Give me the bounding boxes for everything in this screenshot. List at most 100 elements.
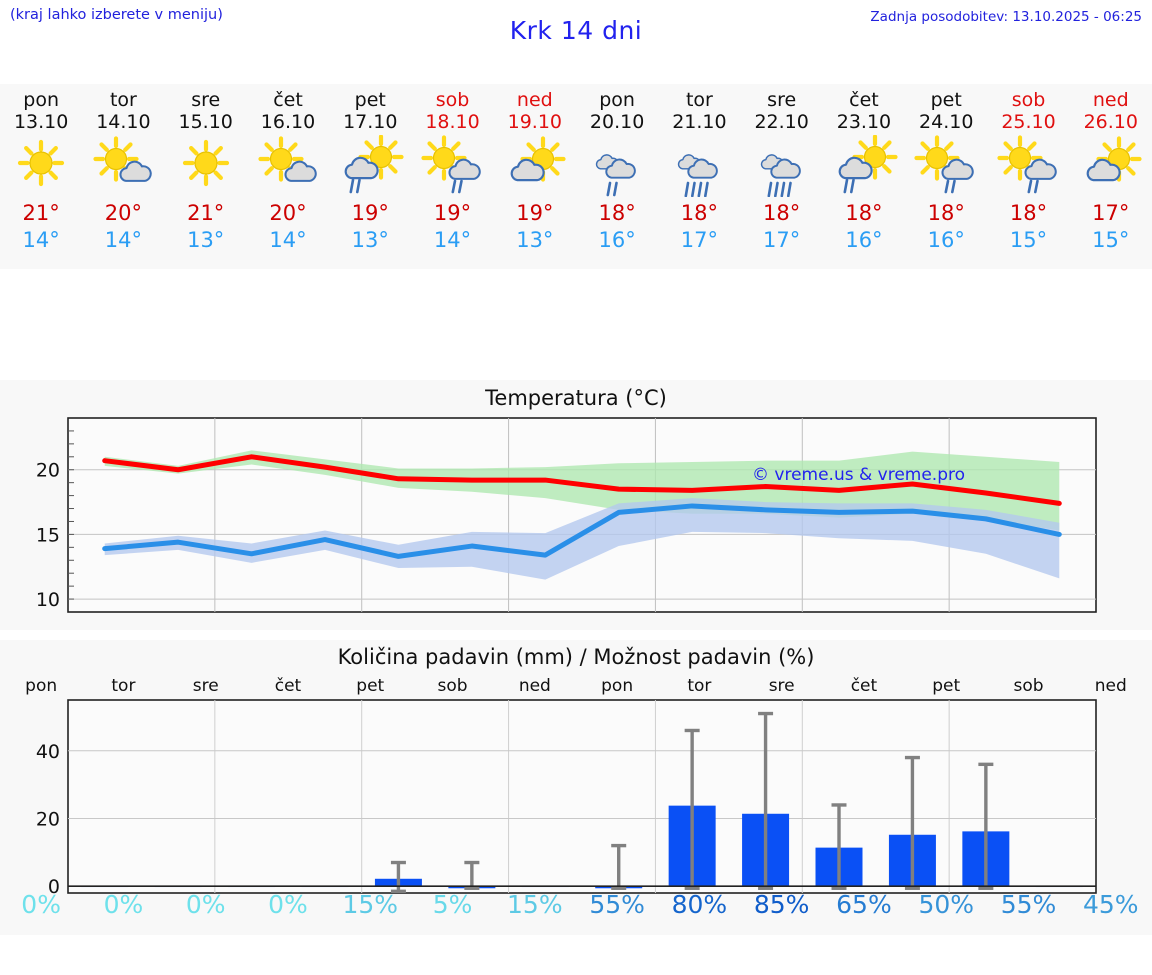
last-updated: Zadnja posodobitev: 13.10.2025 - 06:25 bbox=[870, 9, 1142, 25]
forecast-day-column: pet 24.10 18° 16° bbox=[905, 84, 987, 269]
temperature-min: 13° bbox=[187, 228, 225, 252]
precipitation-day-label: tor bbox=[111, 676, 136, 696]
svg-text:0: 0 bbox=[48, 876, 60, 898]
day-date: 22.10 bbox=[754, 111, 809, 133]
forecast-day-column: tor 14.10 20° 14° bbox=[82, 84, 164, 269]
precipitation-day-label: ned bbox=[518, 676, 551, 696]
day-date: 19.10 bbox=[507, 111, 563, 133]
forecast-day-column: ned 19.10 19° 13° bbox=[494, 84, 576, 269]
day-date: 20.10 bbox=[589, 111, 645, 133]
precipitation-day-label: pet bbox=[932, 676, 961, 696]
day-date: 26.10 bbox=[1083, 111, 1138, 133]
forecast-day-column: pet 17.10 19° 13° bbox=[329, 84, 411, 269]
temperature-max: 18° bbox=[927, 201, 965, 225]
day-name: sre bbox=[191, 89, 221, 111]
day-date: 15.10 bbox=[178, 111, 233, 133]
precipitation-probability: 50% bbox=[918, 890, 975, 919]
sun-cloud-icon bbox=[249, 135, 327, 197]
precipitation-day-label: ned bbox=[1094, 676, 1127, 696]
precipitation-chart-title: Količina padavin (mm) / Možnost padavin … bbox=[337, 645, 815, 669]
precipitation-day-label: sob bbox=[437, 676, 468, 696]
precipitation-day-label: čet bbox=[274, 676, 302, 696]
temperature-min: 17° bbox=[763, 228, 801, 252]
temperature-min: 15° bbox=[1092, 228, 1130, 252]
sunny-icon bbox=[2, 135, 80, 197]
day-name: ned bbox=[1092, 89, 1129, 111]
cloud-sun-icon bbox=[1072, 135, 1150, 197]
temperature-max: 19° bbox=[516, 201, 554, 225]
forecast-day-column: sre 15.10 21° 13° bbox=[165, 84, 247, 269]
precipitation-probability: 0% bbox=[103, 890, 144, 919]
forecast-day-column: ned 26.10 17° 15° bbox=[1070, 84, 1152, 269]
precipitation-day-label: čet bbox=[850, 676, 878, 696]
cloud-sun-icon bbox=[496, 135, 574, 197]
cloud-rain-icon bbox=[660, 135, 738, 198]
precipitation-day-labels: pon tor sre čet pet sob ned pon tor sre čet pet sob n… bbox=[0, 676, 1152, 700]
day-name: pet bbox=[930, 89, 962, 111]
temperature-min: 16° bbox=[598, 228, 636, 252]
day-date: 25.10 bbox=[1001, 111, 1056, 133]
temperature-min: 16° bbox=[927, 228, 965, 252]
precipitation-probability: 5% bbox=[432, 890, 473, 919]
page-title: Krk 14 dni bbox=[509, 16, 643, 45]
precipitation-day-label: pet bbox=[356, 676, 385, 696]
forecast-day-column: sob 18.10 19° 14° bbox=[411, 84, 493, 269]
precipitation-day-label: tor bbox=[687, 676, 712, 696]
day-name: sre bbox=[767, 89, 797, 111]
temperature-min: 13° bbox=[351, 228, 389, 252]
precipitation-day-label: sre bbox=[768, 676, 795, 696]
cloud-sun-rain-icon bbox=[825, 134, 903, 197]
cloud-sun-rain-icon bbox=[331, 134, 409, 197]
day-name: sob bbox=[435, 89, 470, 111]
forecast-day-column: pon 20.10 18° 16° bbox=[576, 84, 658, 269]
temperature-max: 21° bbox=[22, 201, 60, 225]
day-name: pet bbox=[354, 89, 386, 111]
temperature-max: 18° bbox=[763, 201, 801, 225]
day-date: 23.10 bbox=[836, 111, 892, 133]
precipitation-probability: 0% bbox=[185, 890, 226, 919]
svg-text:20: 20 bbox=[36, 460, 60, 482]
svg-text:20: 20 bbox=[36, 809, 60, 831]
temperature-max: 18° bbox=[1009, 201, 1048, 225]
daily-forecast-strip: pon 13.10 21° 14° tor 14.10 20° 14° sre 15.10 21°… bbox=[0, 84, 1152, 269]
day-name: ned bbox=[516, 89, 553, 111]
temperature-max: 21° bbox=[187, 201, 225, 225]
precipitation-probability: 85% bbox=[753, 890, 810, 919]
temperature-min: 13° bbox=[516, 228, 554, 252]
forecast-day-column: tor 21.10 18° 17° bbox=[658, 84, 740, 269]
temperature-min: 14° bbox=[104, 228, 143, 252]
temperature-min: 14° bbox=[433, 228, 472, 252]
temperature-min: 16° bbox=[845, 228, 883, 252]
day-date: 18.10 bbox=[425, 111, 480, 133]
sun-cloud-rain-icon bbox=[990, 135, 1068, 197]
sun-cloud-icon bbox=[84, 135, 162, 197]
forecast-day-column: čet 23.10 18° 16° bbox=[823, 84, 905, 269]
temperature-min: 14° bbox=[22, 228, 60, 252]
day-date: 21.10 bbox=[672, 111, 727, 133]
sun-cloud-rain-icon bbox=[414, 135, 492, 197]
temperature-max: 19° bbox=[433, 201, 472, 225]
day-name: pon bbox=[599, 89, 635, 111]
day-name: tor bbox=[685, 89, 713, 111]
page-header: (kraj lahko izberete v meniju) Krk 14 dn… bbox=[0, 0, 1152, 62]
precipitation-probability: 55% bbox=[589, 890, 645, 919]
menu-hint: (kraj lahko izberete v meniju) bbox=[10, 7, 223, 23]
forecast-day-column: sob 25.10 18° 15° bbox=[987, 84, 1069, 269]
temperature-max: 19° bbox=[351, 201, 389, 225]
svg-text:10: 10 bbox=[36, 589, 60, 611]
precipitation-probability-labels: 0% 0% 0% 0% 15% 5% 15% 55% 80% 85% 65% 50% 55% 45% bbox=[0, 890, 1152, 930]
precipitation-probability: 0% bbox=[21, 890, 61, 919]
forecast-day-column: sre 22.10 18° 17° bbox=[741, 84, 823, 269]
temperature-max: 20° bbox=[269, 201, 307, 225]
day-date: 17.10 bbox=[343, 111, 398, 133]
precipitation-probability: 65% bbox=[836, 890, 892, 919]
temperature-max: 18° bbox=[845, 201, 883, 225]
precipitation-probability: 55% bbox=[1000, 890, 1057, 919]
forecast-day-column: pon 13.10 21° 14° bbox=[0, 84, 82, 269]
temperature-min: 17° bbox=[680, 228, 718, 252]
temperature-max: 20° bbox=[104, 201, 143, 225]
precipitation-day-label: sre bbox=[192, 676, 219, 696]
day-date: 24.10 bbox=[919, 111, 974, 133]
